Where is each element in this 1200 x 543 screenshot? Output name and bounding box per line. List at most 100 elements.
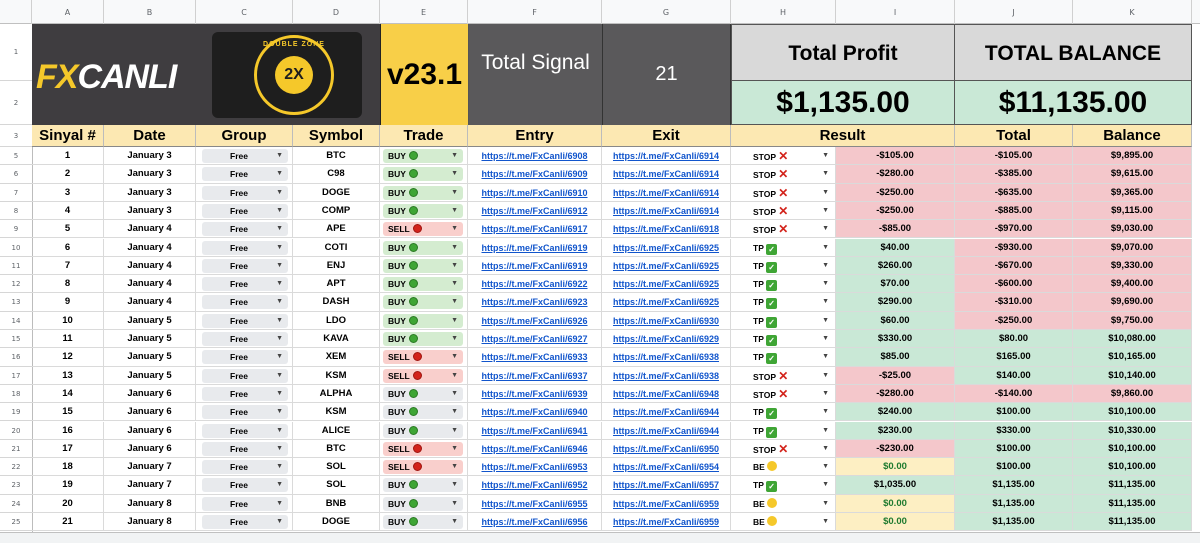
group-dropdown[interactable]: Free ▼ <box>202 368 288 383</box>
entry-link[interactable]: https://t.me/FxCanli/6955 <box>481 498 588 509</box>
result-dropdown[interactable]: STOP ✕ ▼ <box>731 366 836 385</box>
balance-cell[interactable]: $9,030.00 <box>1073 220 1192 239</box>
entry-link[interactable]: https://t.me/FxCanli/6939 <box>481 388 588 399</box>
exit-link[interactable]: https://t.me/FxCanli/6925 <box>612 260 720 271</box>
group-dropdown[interactable]: Free ▼ <box>202 167 288 182</box>
entry-link[interactable]: https://t.me/FxCanli/6933 <box>481 352 588 363</box>
result-dropdown[interactable]: TP ✓ ▼ <box>731 238 836 257</box>
trade-dropdown[interactable]: SELL ▼ <box>383 222 463 237</box>
date-cell[interactable]: January 3 <box>104 165 196 184</box>
trade-dropdown[interactable]: BUY ▼ <box>383 277 463 292</box>
total-cell[interactable]: $100.00 <box>955 439 1073 459</box>
total-cell[interactable]: $100.00 <box>955 458 1073 477</box>
balance-cell[interactable]: $10,100.00 <box>1073 458 1192 477</box>
col-header-trade[interactable]: Trade <box>380 125 468 147</box>
balance-cell[interactable]: $11,135.00 <box>1073 513 1192 532</box>
date-cell[interactable]: January 4 <box>104 275 196 294</box>
exit-link[interactable]: https://t.me/FxCanli/6925 <box>612 297 720 308</box>
total-cell[interactable]: -$635.00 <box>955 183 1073 202</box>
signal-number-cell[interactable]: 20 <box>32 494 104 513</box>
balance-cell[interactable]: $10,330.00 <box>1073 421 1192 440</box>
result-amount-cell[interactable]: -$105.00 <box>836 147 955 166</box>
signal-number-cell[interactable]: 11 <box>32 330 104 349</box>
exit-link[interactable]: https://t.me/FxCanli/6959 <box>612 498 720 509</box>
column-letter[interactable]: F <box>468 0 602 24</box>
group-dropdown[interactable]: Free ▼ <box>202 423 288 438</box>
col-header-exit[interactable]: Exit <box>602 125 731 147</box>
row-number[interactable]: 13 <box>0 293 32 312</box>
signal-number-cell[interactable]: 3 <box>32 183 104 202</box>
symbol-cell[interactable]: KAVA <box>293 330 380 349</box>
result-dropdown[interactable]: BE ▼ <box>731 513 836 532</box>
trade-dropdown[interactable]: BUY ▼ <box>383 240 463 255</box>
col-header-balance[interactable]: Balance <box>1073 125 1192 147</box>
result-dropdown[interactable]: STOP ✕ ▼ <box>731 201 836 221</box>
result-amount-cell[interactable]: $40.00 <box>836 238 955 257</box>
row-number[interactable]: 21 <box>0 440 32 459</box>
total-cell[interactable]: -$930.00 <box>955 238 1073 257</box>
result-amount-cell[interactable]: $70.00 <box>836 275 955 294</box>
entry-link[interactable]: https://t.me/FxCanli/6926 <box>481 315 588 326</box>
total-cell[interactable]: -$970.00 <box>955 220 1073 239</box>
signal-number-cell[interactable]: 21 <box>32 513 104 532</box>
signal-number-cell[interactable]: 5 <box>32 220 104 239</box>
row-number[interactable]: 20 <box>0 422 32 440</box>
result-dropdown[interactable]: TP ✓ ▼ <box>731 421 836 440</box>
trade-dropdown[interactable]: SELL ▼ <box>383 460 463 475</box>
total-profit-label[interactable]: Total Profit <box>731 24 955 81</box>
group-dropdown[interactable]: Free ▼ <box>202 222 288 237</box>
total-cell[interactable]: $100.00 <box>955 403 1073 422</box>
date-cell[interactable]: January 7 <box>104 458 196 477</box>
result-amount-cell[interactable]: -$85.00 <box>836 220 955 239</box>
trade-dropdown[interactable]: BUY ▼ <box>383 295 463 310</box>
trade-dropdown[interactable]: BUY ▼ <box>383 405 463 420</box>
exit-link[interactable]: https://t.me/FxCanli/6938 <box>612 352 720 363</box>
result-amount-cell[interactable]: $0.00 <box>836 458 955 477</box>
group-dropdown[interactable]: Free ▼ <box>202 149 288 163</box>
exit-link[interactable]: https://t.me/FxCanli/6957 <box>612 480 720 491</box>
signal-number-cell[interactable]: 10 <box>32 311 104 330</box>
symbol-cell[interactable]: BNB <box>293 494 380 513</box>
column-letter[interactable]: G <box>602 0 731 24</box>
date-cell[interactable]: January 6 <box>104 421 196 440</box>
result-dropdown[interactable]: STOP ✕ ▼ <box>731 384 836 404</box>
exit-link[interactable]: https://t.me/FxCanli/6914 <box>612 187 720 198</box>
result-amount-cell[interactable]: $260.00 <box>836 256 955 276</box>
result-amount-cell[interactable]: -$250.00 <box>836 201 955 221</box>
exit-link[interactable]: https://t.me/FxCanli/6914 <box>612 169 720 180</box>
total-cell[interactable]: -$250.00 <box>955 311 1073 330</box>
row-number[interactable]: 16 <box>0 348 32 367</box>
version-cell[interactable]: v23.1 <box>381 24 469 125</box>
result-dropdown[interactable]: STOP ✕ ▼ <box>731 439 836 459</box>
entry-link[interactable]: https://t.me/FxCanli/6927 <box>481 334 588 344</box>
entry-link[interactable]: https://t.me/FxCanli/6919 <box>481 260 588 271</box>
result-amount-cell[interactable]: $85.00 <box>836 348 955 367</box>
total-cell[interactable]: -$885.00 <box>955 201 1073 221</box>
row-number[interactable]: 18 <box>0 385 32 404</box>
row-number[interactable]: 1 <box>0 24 32 81</box>
balance-cell[interactable]: $11,135.00 <box>1073 476 1192 495</box>
symbol-cell[interactable]: KSM <box>293 366 380 385</box>
row-number[interactable]: 22 <box>0 458 32 477</box>
column-letter[interactable]: C <box>196 0 293 24</box>
result-amount-cell[interactable]: $1,035.00 <box>836 476 955 495</box>
date-cell[interactable]: January 4 <box>104 256 196 276</box>
row-number[interactable]: 2 <box>0 81 32 125</box>
balance-cell[interactable]: $11,135.00 <box>1073 494 1192 513</box>
trade-dropdown[interactable]: BUY ▼ <box>383 515 463 529</box>
trade-dropdown[interactable]: BUY ▼ <box>383 478 463 493</box>
group-dropdown[interactable]: Free ▼ <box>202 203 288 218</box>
signal-number-cell[interactable]: 18 <box>32 458 104 477</box>
date-cell[interactable]: January 5 <box>104 366 196 385</box>
signal-number-cell[interactable]: 7 <box>32 256 104 276</box>
balance-cell[interactable]: $9,400.00 <box>1073 275 1192 294</box>
column-letter[interactable]: D <box>293 0 380 24</box>
row-number[interactable]: 24 <box>0 495 32 513</box>
date-cell[interactable]: January 3 <box>104 201 196 221</box>
balance-cell[interactable]: $9,750.00 <box>1073 311 1192 330</box>
column-letter[interactable]: J <box>955 0 1073 24</box>
result-dropdown[interactable]: STOP ✕ ▼ <box>731 147 836 166</box>
entry-link[interactable]: https://t.me/FxCanli/6909 <box>481 169 588 180</box>
row-number[interactable]: 7 <box>0 184 32 202</box>
date-cell[interactable]: January 6 <box>104 403 196 422</box>
